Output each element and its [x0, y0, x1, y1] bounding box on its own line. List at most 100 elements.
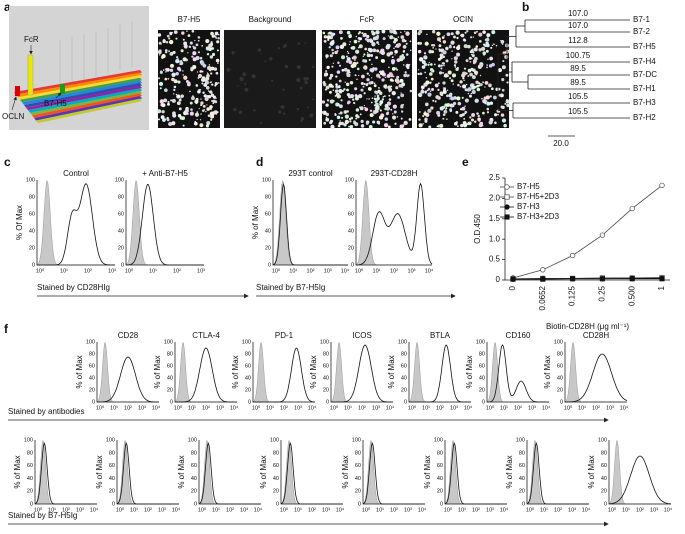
speckle	[329, 77, 332, 80]
y-tick-label: 100	[434, 437, 443, 443]
speckle	[278, 110, 282, 114]
speckle	[194, 112, 200, 117]
speckle	[369, 38, 373, 41]
y-tick-label: 20	[273, 489, 279, 495]
speckle	[171, 77, 175, 82]
speckle	[418, 69, 420, 71]
speckle	[325, 103, 329, 107]
speckle	[464, 112, 467, 115]
x-tick-label: 10²	[308, 507, 316, 513]
speckle	[506, 103, 510, 108]
speckle	[161, 103, 166, 108]
speckle	[346, 122, 348, 124]
speckle	[395, 86, 399, 90]
speckle	[456, 52, 458, 55]
speckle	[453, 56, 458, 61]
speckle	[400, 117, 403, 120]
speckle	[373, 84, 377, 88]
y-tick-label: 0	[358, 501, 361, 507]
speckle	[339, 120, 341, 122]
speckle	[375, 30, 380, 35]
y-tick-label: 40	[109, 476, 115, 482]
speckle	[330, 76, 333, 78]
y-tick-label: 40	[191, 476, 197, 482]
leaf-label: B7-DC	[633, 70, 657, 79]
speckle	[307, 106, 309, 109]
speckle	[432, 30, 436, 34]
speckle	[368, 81, 372, 85]
speckle	[167, 102, 170, 106]
y-tick-label: 60	[191, 463, 197, 469]
x-tick-label: 10²	[358, 405, 366, 411]
speckle	[166, 116, 169, 120]
speckle	[271, 79, 274, 82]
x-tick-label: 10¹	[294, 507, 302, 513]
leaf-label: B7-2	[633, 27, 650, 36]
speckle	[383, 122, 389, 128]
speckle	[167, 77, 170, 80]
speckle	[484, 97, 486, 100]
speckle	[325, 116, 328, 119]
y-axis-label: % of Max	[177, 455, 186, 488]
speckle	[468, 121, 472, 125]
y-tick-label: 20	[245, 387, 251, 393]
speckle	[387, 35, 390, 37]
speckle	[384, 117, 389, 121]
speckle	[379, 100, 384, 104]
array-stripes	[14, 70, 142, 124]
x-tick-label: 10³	[650, 507, 658, 513]
speckle	[328, 46, 331, 49]
leaf-label: B7-H1	[633, 84, 656, 93]
speckle	[462, 77, 465, 80]
x-tick-label: 10¹	[344, 405, 352, 411]
x-tick-label: 10⁰	[486, 404, 495, 411]
y-tick-label: 40	[348, 228, 354, 234]
speckle	[356, 67, 360, 71]
x-tick-label: 10⁴	[425, 267, 434, 274]
speckle	[397, 36, 400, 38]
speckle	[437, 64, 441, 68]
speckle	[210, 93, 215, 97]
series-line	[512, 277, 663, 280]
x-tick-label: 10⁴	[308, 404, 317, 411]
speckle	[405, 42, 408, 45]
scale-label: 20.0	[553, 139, 569, 148]
speckle	[486, 66, 488, 69]
speckle	[355, 114, 359, 118]
speckle	[329, 54, 333, 58]
y-axis-label: % of Max	[251, 206, 260, 239]
speckle	[432, 47, 434, 49]
speckle	[449, 98, 451, 100]
speckle	[366, 53, 371, 58]
x-tick-label: 10³	[372, 405, 380, 411]
y-axis-label: % of Max	[423, 455, 432, 488]
speckle	[233, 107, 237, 112]
speckle	[157, 33, 162, 37]
speckle	[442, 87, 445, 89]
speckle	[201, 45, 203, 47]
y-tick-label: 80	[118, 194, 124, 200]
panel-label: a	[4, 0, 11, 14]
speckle	[378, 91, 383, 96]
speckle	[349, 125, 354, 129]
x-tick-label: 10⁴	[90, 506, 99, 513]
histogram-title: 293T-CD28H	[371, 169, 418, 178]
x-tick-label: 10⁴	[542, 404, 551, 411]
axis	[280, 440, 343, 505]
speckle	[463, 117, 466, 120]
speckle	[473, 31, 477, 35]
speckle	[205, 85, 210, 90]
speckle	[330, 124, 335, 129]
y-tick-label: 60	[109, 463, 115, 469]
marker	[569, 252, 576, 259]
speckle	[202, 104, 206, 108]
y-tick-label: 0	[482, 399, 485, 405]
speckle	[464, 31, 467, 34]
speckle	[434, 83, 439, 88]
x-tick-label: 10³	[404, 507, 412, 513]
x-tick-label: 10⁰	[280, 506, 289, 513]
speckle	[335, 45, 340, 50]
speckle	[340, 99, 343, 102]
speckle	[338, 113, 340, 115]
speckle	[461, 106, 466, 111]
